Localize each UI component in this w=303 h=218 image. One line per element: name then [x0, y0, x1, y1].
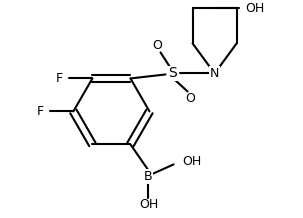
Text: O: O	[186, 92, 195, 105]
Text: F: F	[56, 72, 63, 85]
Text: OH: OH	[246, 2, 265, 15]
Text: OH: OH	[183, 155, 202, 168]
Text: B: B	[144, 170, 153, 183]
Text: N: N	[210, 67, 219, 80]
Text: S: S	[168, 66, 177, 80]
Text: F: F	[37, 105, 44, 118]
Text: OH: OH	[139, 198, 158, 211]
Text: O: O	[153, 39, 162, 52]
